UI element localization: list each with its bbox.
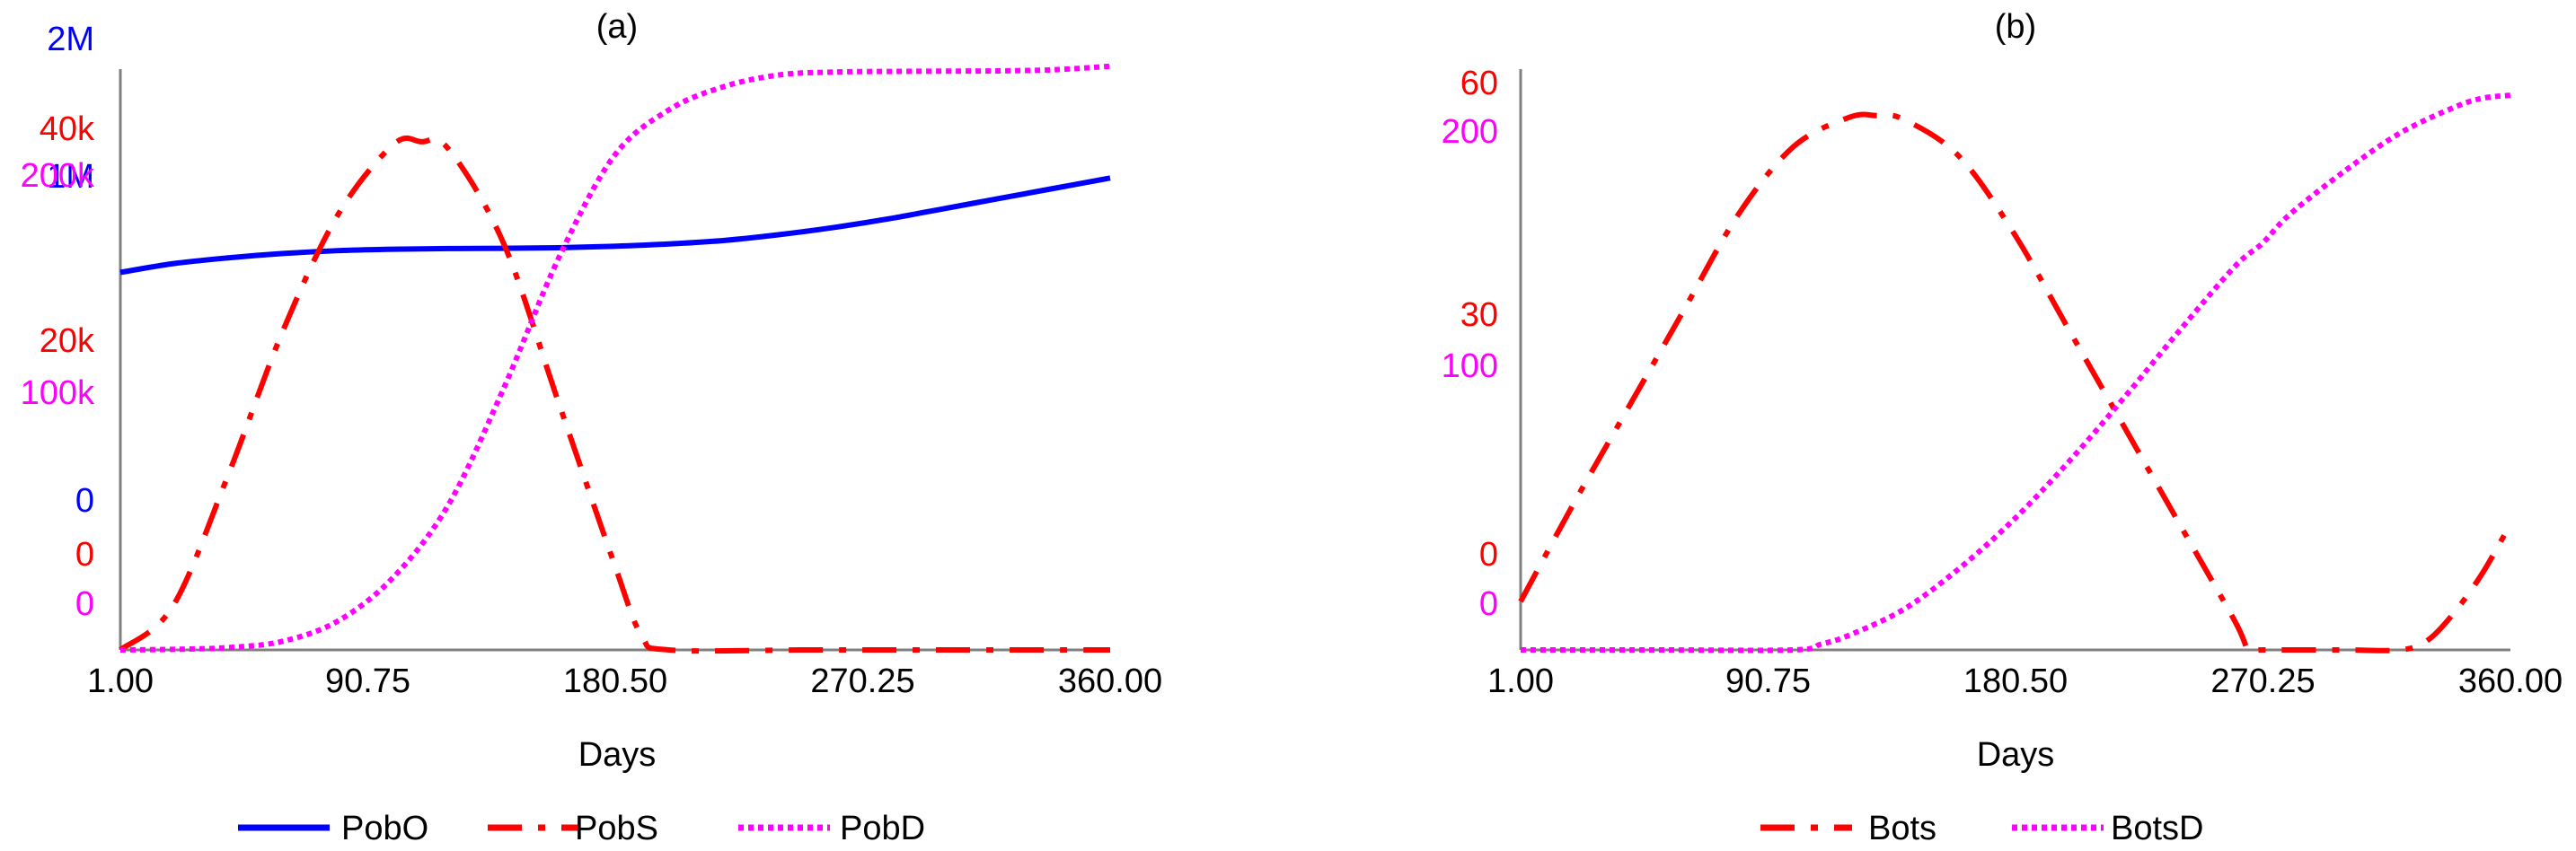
- chart-panel-a: (a) Days 0 1M 2M 0 20k 40k 0 100k 200k 1.00 90.75…: [21, 8, 1163, 847]
- chart-title: (b): [1995, 8, 2036, 46]
- y-tick-label: 200k: [21, 157, 95, 195]
- x-axis-label: Days: [1977, 736, 2055, 774]
- x-tick-label: 90.75: [1725, 662, 1811, 700]
- series-line-bots: [1518, 111, 2513, 655]
- x-tick-labels: 1.00 90.75 180.50 270.25 360.00: [87, 662, 1162, 700]
- x-tick-label: 270.25: [810, 662, 914, 700]
- y-tick-label: 60: [1460, 65, 1498, 102]
- y-tick-labels: 0 1M 2M 0 20k 40k 0 100k 200k: [21, 21, 95, 623]
- y-tick-label: 0: [75, 536, 94, 574]
- series-line-pobd: [119, 63, 1111, 653]
- x-tick-label: 1.00: [1487, 662, 1554, 700]
- legend-label: PobD: [840, 810, 925, 847]
- chart-panel-b: (b) Days 0 30 60 0 100 200 1.00 90.75 180.50 270…: [1442, 8, 2563, 847]
- y-tick-label: 1M: [47, 158, 94, 196]
- legend-label: Bots: [1868, 810, 1936, 847]
- y-tick-label: 100k: [21, 374, 95, 412]
- y-tick-label: 0: [75, 585, 94, 623]
- legend-label: BotsD: [2111, 810, 2203, 847]
- x-tick-labels: 1.00 90.75 180.50 270.25 360.00: [1487, 662, 2563, 700]
- x-tick-label: 360.00: [1058, 662, 1162, 700]
- y-tick-labels: 0 30 60 0 100 200: [1442, 65, 1498, 623]
- series-lines: [1518, 92, 2513, 655]
- y-tick-label: 2M: [47, 21, 94, 58]
- legend-label: PobS: [575, 810, 658, 847]
- x-tick-label: 90.75: [325, 662, 410, 700]
- x-tick-label: 1.00: [87, 662, 154, 700]
- y-tick-label: 20k: [40, 322, 95, 360]
- y-tick-label: 0: [75, 482, 94, 520]
- y-tick-label: 200: [1442, 113, 1498, 151]
- series-line-pobo: [119, 175, 1111, 276]
- series-line-pobs: [119, 135, 1110, 654]
- legend-label: PobO: [341, 810, 428, 847]
- series-lines: [119, 63, 1111, 654]
- x-tick-label: 180.50: [563, 662, 667, 700]
- y-tick-label: 0: [1479, 585, 1498, 623]
- y-tick-label: 0: [1479, 536, 1498, 574]
- x-tick-label: 270.25: [2210, 662, 2315, 700]
- legend: PobO PobS PobD: [238, 810, 925, 847]
- x-axis-label: Days: [578, 736, 657, 774]
- y-tick-label: 40k: [40, 110, 95, 148]
- series-line-botsd: [1520, 92, 2511, 654]
- y-tick-label: 30: [1460, 296, 1498, 334]
- y-tick-label: 100: [1442, 347, 1498, 385]
- legend: Bots BotsD: [1760, 810, 2203, 847]
- chart-title: (a): [596, 8, 638, 46]
- x-tick-label: 180.50: [1963, 662, 2068, 700]
- x-tick-label: 360.00: [2458, 662, 2563, 700]
